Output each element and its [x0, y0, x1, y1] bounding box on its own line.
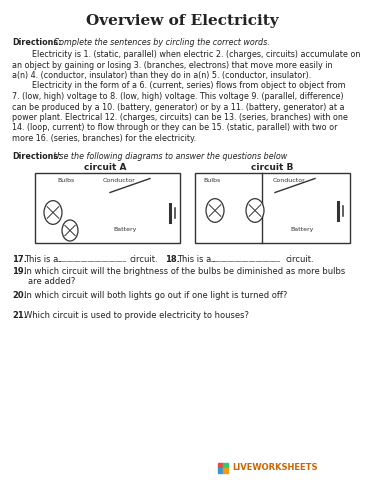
- Text: Conductor: Conductor: [273, 179, 306, 183]
- Text: a(n) 4. (conductor, insulator) than they do in a(n) 5. (conductor, insulator).: a(n) 4. (conductor, insulator) than they…: [12, 71, 311, 80]
- Text: Directions:: Directions:: [12, 153, 61, 161]
- Circle shape: [62, 220, 78, 241]
- Text: power plant. Electrical 12. (charges, circuits) can be 13. (series, branches) wi: power plant. Electrical 12. (charges, ci…: [12, 113, 348, 122]
- Text: Battery: Battery: [113, 227, 137, 231]
- Text: Which circuit is used to provide electricity to houses?: Which circuit is used to provide electri…: [24, 311, 249, 320]
- Text: circuit B: circuit B: [251, 164, 293, 172]
- Text: circuit.: circuit.: [285, 254, 314, 264]
- Circle shape: [206, 199, 224, 222]
- Text: Bulbs: Bulbs: [203, 179, 220, 183]
- Text: Use the following diagrams to answer the questions below: Use the following diagrams to answer the…: [51, 153, 287, 161]
- Text: 20.: 20.: [12, 290, 27, 300]
- Text: LIVEWORKSHEETS: LIVEWORKSHEETS: [232, 464, 318, 472]
- Text: Complete the sentences by circling the correct words.: Complete the sentences by circling the c…: [51, 38, 270, 47]
- Text: Conductor: Conductor: [103, 179, 136, 183]
- Text: Electricity is 1. (static, parallel) when electric 2. (charges, circuits) accumu: Electricity is 1. (static, parallel) whe…: [12, 50, 360, 59]
- Text: 17.: 17.: [12, 254, 27, 264]
- Circle shape: [246, 199, 264, 222]
- Text: In which circuit will the brightness of the bulbs be diminished as more bulbs: In which circuit will the brightness of …: [24, 267, 345, 276]
- Text: can be produced by a 10. (battery, generator) or by a 11. (battery, generator) a: can be produced by a 10. (battery, gener…: [12, 103, 345, 111]
- Text: are added?: are added?: [28, 277, 76, 287]
- Text: circuit A: circuit A: [84, 164, 126, 172]
- Text: This is a: This is a: [24, 254, 58, 264]
- Bar: [223, 468, 228, 473]
- Text: Directions:: Directions:: [12, 38, 61, 47]
- Text: 14. (loop, current) to flow through or they can be 15. (static, parallel) with t: 14. (loop, current) to flow through or t…: [12, 123, 338, 132]
- Text: 19.: 19.: [12, 267, 27, 276]
- Text: This is a: This is a: [177, 254, 211, 264]
- Text: ____________________: ____________________: [210, 255, 280, 262]
- Text: Overview of Electricity: Overview of Electricity: [86, 14, 278, 28]
- Bar: [218, 468, 223, 473]
- Text: Electricity in the form of a 6. (current, series) flows from object to object fr: Electricity in the form of a 6. (current…: [12, 82, 346, 91]
- Text: an object by gaining or losing 3. (branches, electrons) that move more easily in: an object by gaining or losing 3. (branc…: [12, 60, 333, 70]
- Bar: [218, 463, 223, 468]
- Text: Bulbs: Bulbs: [57, 179, 74, 183]
- Text: more 16. (series, branches) for the electricity.: more 16. (series, branches) for the elec…: [12, 134, 196, 143]
- Circle shape: [44, 201, 62, 224]
- Text: Battery: Battery: [290, 227, 314, 231]
- Text: ____________________: ____________________: [56, 255, 126, 262]
- Bar: [223, 463, 228, 468]
- Text: circuit.: circuit.: [130, 254, 159, 264]
- Text: In which circuit will both lights go out if one light is turned off?: In which circuit will both lights go out…: [24, 290, 287, 300]
- Text: 18.: 18.: [165, 254, 180, 264]
- Text: 21.: 21.: [12, 311, 27, 320]
- Text: 7. (low, high) voltage to 8. (low, high) voltage. This voltage 9. (parallel, dif: 7. (low, high) voltage to 8. (low, high)…: [12, 92, 343, 101]
